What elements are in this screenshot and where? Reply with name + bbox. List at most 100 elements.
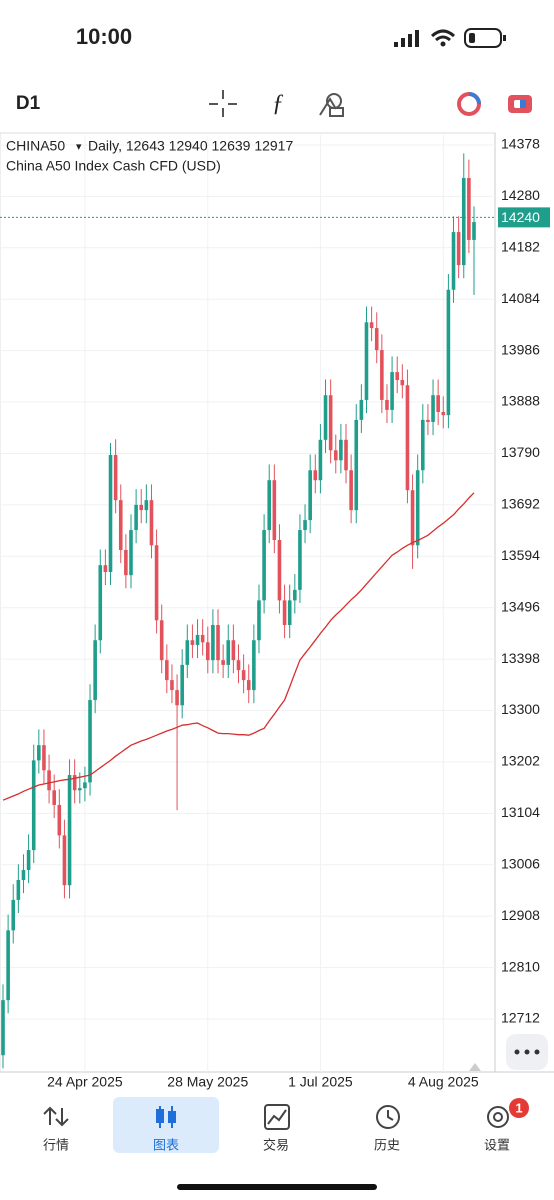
candle-body bbox=[47, 770, 51, 791]
x-tick-label: 28 May 2025 bbox=[167, 1074, 248, 1090]
y-tick-label: 13104 bbox=[501, 804, 540, 820]
candle-body bbox=[159, 620, 164, 661]
status-time: 10:00 bbox=[76, 24, 132, 49]
candle-body bbox=[287, 600, 292, 626]
candle-body bbox=[108, 455, 113, 573]
candle-body bbox=[426, 419, 430, 422]
scroll-marker bbox=[469, 1063, 481, 1071]
candle-body bbox=[165, 660, 169, 681]
candle-body bbox=[72, 775, 77, 791]
candle-body bbox=[16, 879, 21, 900]
tab-label[interactable]: 历史 bbox=[374, 1137, 400, 1152]
candle-body bbox=[369, 322, 374, 329]
candle-body bbox=[113, 455, 118, 501]
candle-body bbox=[441, 412, 446, 416]
crosshair-button[interactable] bbox=[209, 90, 237, 117]
candle-body bbox=[257, 600, 261, 641]
tab-icons bbox=[43, 1104, 509, 1130]
last-price-label: 14240 bbox=[501, 209, 540, 225]
candle-body bbox=[149, 500, 154, 546]
candle-body bbox=[93, 640, 97, 701]
last-price-box bbox=[498, 207, 550, 228]
y-tick-label: 13888 bbox=[501, 393, 540, 409]
candle-body bbox=[31, 760, 36, 851]
candle-body bbox=[129, 530, 133, 576]
y-tick-label: 14378 bbox=[501, 136, 540, 152]
home-indicator bbox=[177, 1184, 377, 1190]
y-tick-label: 12810 bbox=[501, 958, 540, 974]
candle-body bbox=[221, 660, 225, 665]
y-tick-label: 14182 bbox=[501, 238, 540, 254]
candle-body bbox=[328, 395, 333, 451]
candle-body bbox=[446, 289, 451, 416]
y-tick-label: 13202 bbox=[501, 753, 540, 769]
candle-body bbox=[21, 870, 26, 880]
candle-body bbox=[354, 419, 359, 511]
candle-body bbox=[154, 545, 159, 621]
candle-body bbox=[282, 600, 287, 626]
account-button[interactable] bbox=[457, 92, 481, 116]
y-tick-label: 14084 bbox=[501, 290, 540, 306]
tab-label[interactable]: 行情 bbox=[43, 1137, 69, 1152]
y-tick-label: 13398 bbox=[501, 650, 540, 666]
more-button[interactable] bbox=[506, 1034, 548, 1070]
candle-body bbox=[451, 232, 456, 290]
tab-bar: 行情 图表 交易 历史 设置 bbox=[43, 1137, 510, 1152]
candle-body bbox=[267, 480, 272, 531]
trade-button[interactable] bbox=[508, 95, 532, 113]
candle-body bbox=[26, 850, 31, 871]
candle-body bbox=[139, 504, 144, 511]
tab-label[interactable]: 图表 bbox=[153, 1137, 179, 1152]
candle-body bbox=[1, 1000, 5, 1056]
candle-body bbox=[436, 395, 440, 413]
candle-body bbox=[277, 540, 282, 601]
candle-body bbox=[472, 222, 476, 240]
ohlc-info: Daily, 12643 12940 12639 12917 bbox=[88, 138, 293, 154]
candle-body bbox=[88, 700, 92, 783]
candle-body bbox=[339, 439, 343, 461]
candle-body bbox=[144, 500, 149, 511]
candle-body bbox=[456, 232, 461, 266]
candle-body bbox=[359, 399, 364, 420]
candle-body bbox=[37, 745, 41, 761]
timeframe-button[interactable]: D1 bbox=[16, 93, 41, 114]
candle-body bbox=[134, 504, 138, 531]
tab-label[interactable]: 设置 bbox=[484, 1137, 510, 1152]
x-tick-label: 4 Aug 2025 bbox=[408, 1074, 479, 1090]
indicator-button[interactable]: ƒ bbox=[272, 91, 284, 117]
plot-area: 14378 14280 14182 14084 13986 13888 13790 13692… bbox=[0, 135, 550, 1090]
candle-body bbox=[323, 395, 328, 440]
candle-body bbox=[318, 439, 323, 481]
candle-body bbox=[175, 690, 179, 706]
y-tick-label: 13594 bbox=[501, 547, 540, 563]
candle-body bbox=[298, 530, 302, 590]
tab-label[interactable]: 交易 bbox=[263, 1137, 289, 1152]
candle-body bbox=[42, 745, 46, 771]
candle-body bbox=[272, 480, 277, 541]
candle-body bbox=[262, 530, 266, 601]
y-tick-label: 13986 bbox=[501, 341, 540, 357]
symbol[interactable]: CHINA50 bbox=[6, 138, 65, 154]
candle-body bbox=[380, 350, 384, 400]
status-icons bbox=[394, 28, 506, 48]
candle-body bbox=[77, 788, 82, 791]
selected-tab-bg bbox=[113, 1097, 219, 1153]
candle-body bbox=[62, 835, 67, 886]
candle-body bbox=[103, 565, 108, 573]
badge-count: 1 bbox=[515, 1100, 522, 1115]
candle-body bbox=[415, 470, 420, 546]
candle-body bbox=[57, 804, 62, 836]
badge bbox=[509, 1098, 529, 1118]
candle-body bbox=[11, 899, 16, 931]
candle-body bbox=[231, 640, 236, 661]
candle-body bbox=[83, 782, 87, 789]
candle-body bbox=[395, 372, 400, 381]
objects-button[interactable] bbox=[319, 93, 344, 117]
y-tick-label: 14280 bbox=[501, 187, 540, 203]
symbol-description: China A50 Index Cash CFD (USD) bbox=[6, 158, 221, 174]
symbol-menu[interactable]: ▾ bbox=[76, 141, 82, 153]
x-tick-label: 24 Apr 2025 bbox=[47, 1074, 123, 1090]
candle-body bbox=[313, 470, 318, 481]
y-tick-label: 13692 bbox=[501, 496, 540, 512]
